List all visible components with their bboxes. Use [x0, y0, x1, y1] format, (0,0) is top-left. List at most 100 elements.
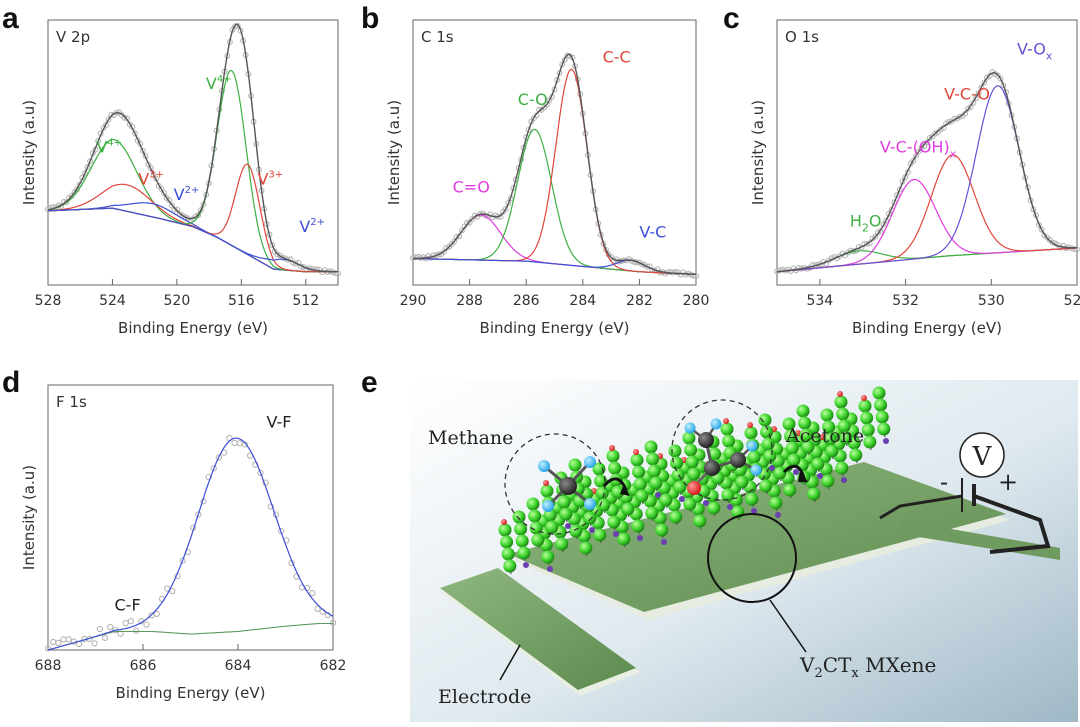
mxene-atom-green — [720, 422, 734, 436]
raw-data-point — [466, 219, 473, 226]
methane-molecule — [538, 456, 596, 512]
peak-annotation: C-F — [115, 595, 141, 614]
raw-data-point — [65, 636, 72, 643]
raw-data-point — [538, 106, 545, 113]
mxene-atom-oxygen — [723, 418, 729, 424]
mxene-atom-green — [801, 440, 815, 454]
plot-frame — [776, 19, 1078, 286]
mxene-atom-green — [541, 550, 555, 564]
mxene-atom-green — [635, 489, 649, 503]
raw-data-point — [924, 139, 930, 146]
mxene-atom-green — [874, 398, 888, 412]
peak-v-c-o — [776, 154, 1078, 273]
raw-data-point — [984, 74, 990, 81]
peak-v3- — [47, 183, 338, 273]
raw-data-point — [84, 164, 91, 171]
mxene-label: V2CTx MXene — [799, 653, 936, 681]
raw-data-point — [231, 439, 238, 447]
panel-label-c: c — [723, 2, 740, 35]
mxene-atom-green — [597, 498, 611, 512]
raw-data-point — [168, 202, 175, 209]
raw-data-point — [236, 440, 243, 447]
raw-data-point — [989, 69, 996, 75]
raw-data-point — [81, 170, 88, 177]
mxene-atom-green — [835, 461, 849, 475]
mxene-atom-green — [579, 541, 593, 555]
mxene-atom-green — [761, 437, 775, 451]
raw-data-point — [161, 189, 167, 196]
raw-data-point — [1074, 246, 1080, 253]
mxene-atom-green — [649, 476, 663, 490]
mxene-atom-termination — [565, 523, 571, 529]
raw-data-point — [954, 115, 960, 122]
mxene-atom-oxygen — [747, 422, 753, 428]
mxene-atom-green — [517, 546, 531, 560]
mxene-atom-green — [722, 434, 736, 448]
fit-envelope — [413, 53, 697, 276]
acetone-molecule — [684, 418, 762, 495]
mxene-atom-oxygen — [633, 449, 639, 455]
x-tick-label: 686 — [130, 658, 157, 674]
mxene-atom-green — [683, 497, 697, 511]
raw-data-point — [329, 619, 337, 627]
raw-data-point — [776, 267, 783, 274]
mxene-atom-green — [568, 458, 582, 472]
mxene-atom-green — [693, 514, 707, 528]
mxene-atom-termination — [547, 566, 553, 572]
mxene-atom-termination — [589, 527, 595, 533]
mxene-atom-green — [825, 444, 839, 458]
mxene-atom-termination — [775, 512, 781, 518]
mxene-atom-green — [557, 495, 571, 509]
raw-data-point — [309, 589, 316, 597]
raw-data-point — [55, 639, 62, 647]
mxene-atom-termination — [841, 477, 847, 483]
raw-data-point — [546, 97, 553, 104]
x-axis-title: Binding Energy (eV) — [116, 684, 266, 702]
raw-data-point — [210, 465, 217, 472]
x-tick-label: 520 — [164, 293, 191, 309]
raw-data-point — [693, 273, 699, 279]
mxene-atom-green — [787, 453, 801, 467]
mxene-atom-green — [592, 462, 606, 476]
panel-title: C 1s — [421, 28, 454, 46]
mxene-atom-green — [503, 559, 517, 573]
raw-data-point — [335, 270, 341, 277]
mxene-atom-termination — [655, 492, 661, 498]
raw-data-point — [163, 195, 170, 201]
mxene-atom-green — [659, 493, 673, 507]
mxene-atom-green — [646, 452, 660, 466]
raw-data-point — [105, 116, 112, 123]
mxene-atom-green — [834, 395, 848, 409]
mxene-atom-green — [872, 386, 886, 400]
mxene-atom-green — [655, 523, 669, 537]
raw-data-point — [314, 605, 321, 612]
raw-data-point — [1038, 226, 1045, 233]
raw-data-point — [559, 61, 566, 68]
raw-data-point — [91, 640, 98, 647]
y-axis-title: Intensity (a.u) — [385, 100, 403, 205]
raw-data-point — [132, 627, 140, 634]
mxene-atom-green — [608, 461, 622, 475]
raw-data-point — [981, 79, 988, 86]
mxene-atom-oxygen — [837, 391, 843, 397]
peak-annotation: C-C — [603, 47, 631, 66]
x-tick-label: 524 — [99, 293, 126, 309]
x-tick-label: 282 — [626, 293, 653, 309]
peak-annotation: V3+ — [138, 169, 164, 188]
mxene-atom-green — [670, 456, 684, 470]
raw-data-point — [96, 625, 103, 633]
raw-data-point — [300, 263, 307, 270]
voltmeter-symbol: V — [972, 442, 993, 472]
raw-data-point — [195, 511, 202, 518]
raw-data-point — [1071, 246, 1078, 253]
mxene-atom-green — [501, 547, 515, 561]
mxene-atom-oxygen — [609, 445, 615, 451]
raw-data-point — [864, 240, 870, 247]
panel-label-a: a — [2, 2, 19, 35]
x-tick-label: 512 — [292, 293, 319, 309]
mxene-atom-green — [583, 511, 597, 525]
raw-data-point — [948, 118, 955, 125]
wire-positive — [973, 494, 1051, 554]
x-tick-label: 528 — [1064, 293, 1080, 309]
raw-data-point — [232, 23, 239, 30]
